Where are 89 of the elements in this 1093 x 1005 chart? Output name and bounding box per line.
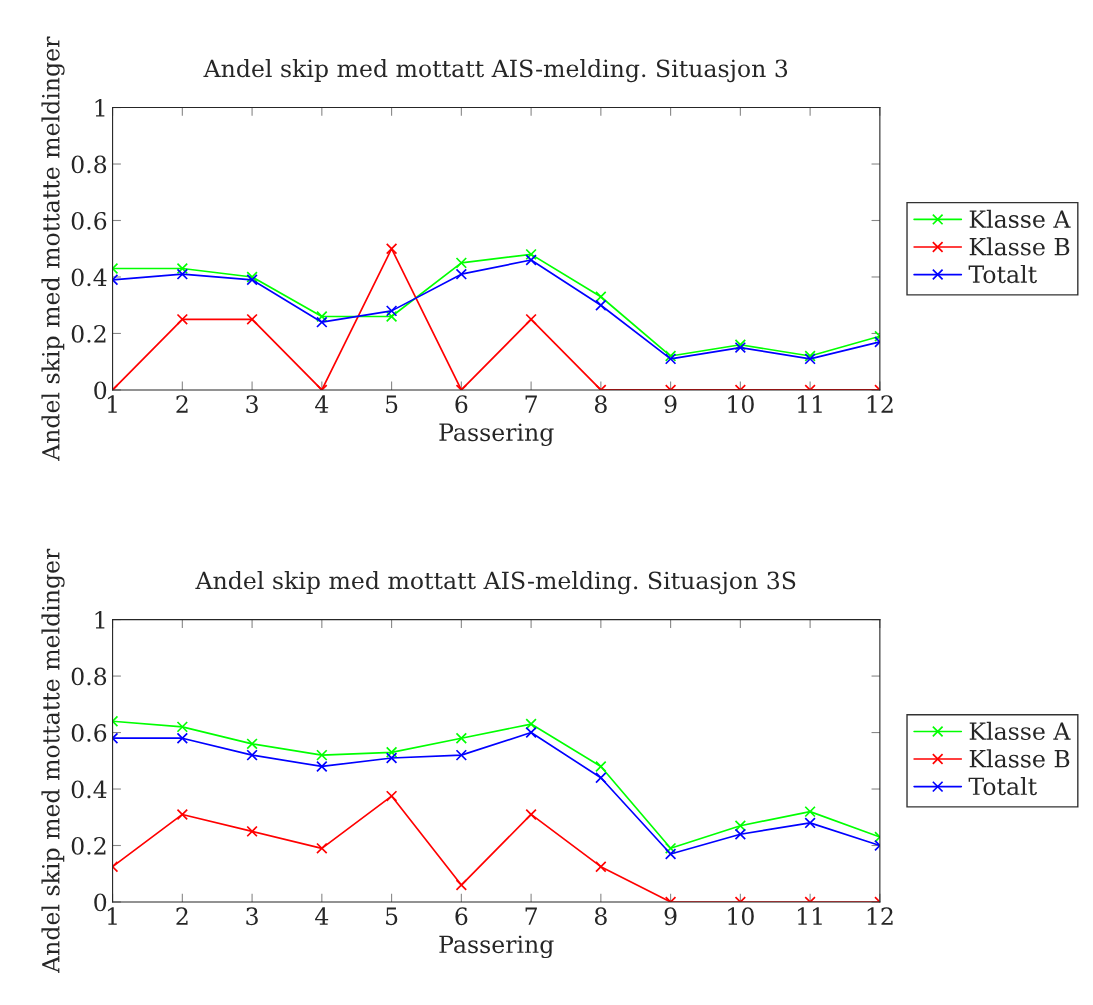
y-tick-label: 0.6 bbox=[71, 211, 107, 230]
x-axis-title: Passering bbox=[439, 935, 554, 959]
point bbox=[316, 760, 328, 773]
point bbox=[316, 842, 328, 855]
point bbox=[734, 820, 747, 832]
x-tick-label: 12 bbox=[867, 395, 893, 413]
point bbox=[176, 268, 189, 280]
y-tick-label: 0.4 bbox=[71, 780, 107, 799]
point bbox=[595, 299, 607, 311]
legend-label: Totalt bbox=[968, 264, 1037, 284]
point bbox=[176, 313, 189, 326]
point bbox=[455, 749, 468, 761]
legend-label: Klasse A bbox=[969, 721, 1071, 741]
y-tick-label: 0.6 bbox=[71, 723, 107, 742]
point bbox=[525, 313, 537, 326]
y-tick-label: 1 bbox=[95, 98, 105, 117]
point bbox=[246, 313, 258, 326]
point bbox=[525, 808, 537, 821]
x-tick-label: 10 bbox=[728, 395, 754, 414]
point bbox=[385, 305, 398, 317]
point bbox=[176, 262, 189, 275]
point bbox=[385, 310, 398, 323]
point bbox=[525, 248, 537, 261]
chart-title: Andel skip med mottatt AIS-melding. Situasjon 3S bbox=[195, 571, 796, 595]
point bbox=[595, 772, 607, 784]
x-tick-label: 6 bbox=[455, 907, 468, 926]
point bbox=[455, 732, 468, 744]
legend-label: Klasse B bbox=[969, 749, 1070, 768]
point bbox=[176, 732, 189, 744]
y-tick-label: 0.2 bbox=[71, 836, 106, 855]
point bbox=[595, 291, 607, 303]
y-tick-label: 0.8 bbox=[71, 667, 107, 686]
x-tick-label: 4 bbox=[315, 907, 329, 925]
point bbox=[316, 749, 328, 761]
point bbox=[804, 805, 816, 818]
y-axis-title: Andel skip med mottatte meldinger bbox=[41, 548, 65, 974]
point bbox=[385, 746, 398, 759]
point bbox=[385, 243, 398, 255]
x-tick-label: 4 bbox=[315, 395, 329, 413]
x-tick-label: 9 bbox=[664, 395, 677, 414]
x-axis-title: Passering bbox=[439, 423, 554, 447]
x-tick-label: 8 bbox=[594, 395, 607, 414]
point bbox=[385, 752, 398, 764]
x-tick-label: 7 bbox=[525, 395, 537, 413]
point bbox=[246, 738, 258, 750]
point bbox=[246, 749, 258, 761]
point bbox=[525, 718, 537, 730]
point bbox=[316, 316, 328, 328]
point bbox=[804, 817, 816, 829]
point bbox=[455, 879, 468, 891]
legend-label: Totalt bbox=[968, 776, 1037, 796]
x-tick-label: 3 bbox=[246, 907, 258, 926]
x-tick-label: 2 bbox=[176, 907, 188, 925]
point bbox=[176, 808, 189, 821]
point bbox=[595, 760, 607, 773]
x-tick-label: 9 bbox=[664, 907, 677, 926]
y-tick-label: 0.2 bbox=[71, 324, 106, 343]
point bbox=[664, 848, 677, 860]
x-tick-label: 6 bbox=[455, 395, 468, 414]
chart-title: Andel skip med mottatt AIS-melding. Situasjon 3 bbox=[203, 59, 788, 83]
x-tick-label: 12 bbox=[867, 907, 893, 925]
y-tick-label: 1 bbox=[95, 611, 105, 629]
point bbox=[455, 268, 468, 280]
point bbox=[525, 726, 537, 739]
point bbox=[316, 310, 328, 323]
x-tick-label: 7 bbox=[525, 907, 537, 925]
legend-label: Klasse B bbox=[969, 237, 1070, 256]
point bbox=[525, 254, 537, 266]
x-tick-label: 5 bbox=[386, 395, 398, 414]
y-tick-label: 0 bbox=[94, 893, 107, 912]
y-tick-label: 0.4 bbox=[71, 268, 107, 287]
y-tick-label: 0 bbox=[94, 381, 107, 400]
point bbox=[455, 257, 468, 269]
point bbox=[595, 860, 607, 873]
x-tick-label: 11 bbox=[797, 395, 822, 413]
x-tick-label: 2 bbox=[176, 395, 188, 413]
x-tick-label: 3 bbox=[246, 395, 258, 414]
point bbox=[176, 721, 189, 733]
point bbox=[246, 825, 258, 838]
x-tick-label: 5 bbox=[386, 907, 398, 926]
x-tick-label: 8 bbox=[594, 907, 607, 926]
x-tick-label: 11 bbox=[797, 907, 822, 925]
y-tick-label: 0.8 bbox=[71, 155, 107, 174]
point bbox=[734, 828, 747, 840]
point bbox=[664, 842, 677, 855]
y-axis-title: Andel skip med mottatte meldinger bbox=[41, 36, 65, 462]
legend-label: Klasse A bbox=[969, 209, 1071, 229]
point bbox=[385, 790, 398, 802]
x-tick-label: 10 bbox=[728, 907, 754, 926]
